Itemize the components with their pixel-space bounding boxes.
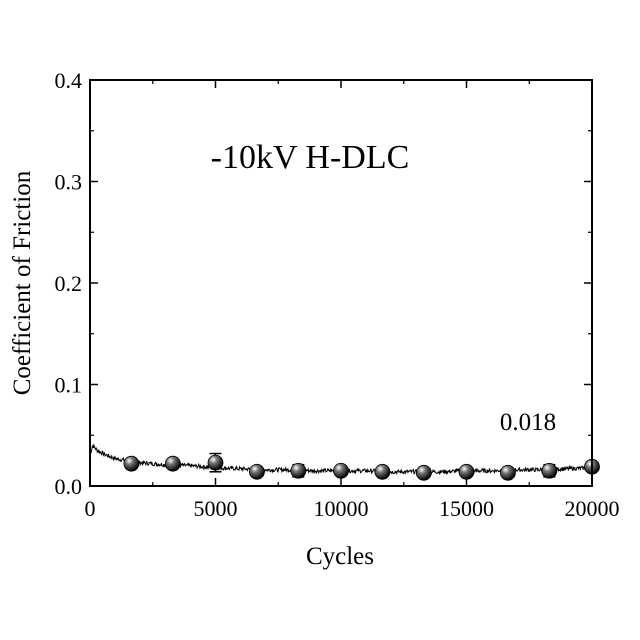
data-point (459, 464, 474, 479)
x-tick-label: 20000 (565, 496, 620, 521)
data-point (542, 463, 557, 478)
point-marker (208, 455, 223, 470)
data-point (500, 465, 515, 480)
point-marker (375, 464, 390, 479)
data-point (334, 463, 349, 478)
value-label: 0.018 (500, 409, 556, 436)
y-axis-label: Coefficient of Friction (9, 170, 36, 395)
point-marker (542, 463, 557, 478)
x-axis-label: Cycles (306, 543, 374, 570)
y-tick-label: 0.4 (55, 68, 83, 93)
data-point (291, 463, 306, 478)
point-marker (500, 465, 515, 480)
x-tick-label: 5000 (194, 496, 238, 521)
y-tick-label: 0.3 (55, 170, 83, 195)
x-tick-label: 15000 (439, 496, 494, 521)
data-point (124, 456, 139, 471)
data-point (165, 456, 180, 471)
point-marker (249, 464, 264, 479)
point-marker (459, 464, 474, 479)
data-points (124, 454, 600, 481)
data-point (375, 464, 390, 479)
point-marker (334, 463, 349, 478)
point-marker (416, 465, 431, 480)
y-tick-label: 0.1 (55, 373, 83, 398)
y-tick-label: 0.2 (55, 271, 83, 296)
x-tick-label: 0 (85, 496, 96, 521)
point-marker (124, 456, 139, 471)
y-tick-label: 0.0 (55, 474, 83, 499)
point-marker (165, 456, 180, 471)
x-tick-label: 10000 (314, 496, 369, 521)
annotation-label: -10kV H-DLC (211, 139, 410, 176)
data-point (416, 465, 431, 480)
data-point (249, 464, 264, 479)
point-marker (291, 463, 306, 478)
tick-labels: 0 5000 10000 15000 20000 0.0 0.1 0.2 0.3 0.4 (55, 68, 620, 521)
